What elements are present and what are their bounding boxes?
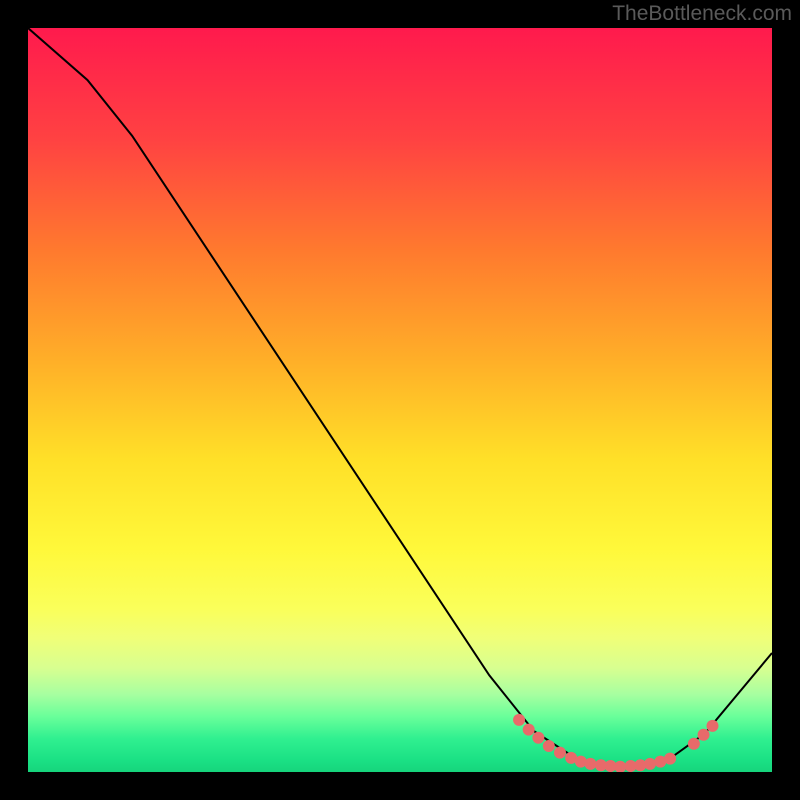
chart-marker [513, 714, 525, 726]
watermark-text: TheBottleneck.com [612, 2, 792, 26]
chart-marker [664, 753, 676, 765]
chart-marker [554, 747, 566, 759]
chart-marker [584, 758, 596, 770]
chart-plot-area [28, 28, 772, 772]
chart-marker [644, 758, 656, 770]
chart-gradient-bg [28, 28, 772, 772]
chart-marker [698, 729, 710, 741]
chart-marker [543, 740, 555, 752]
chart-marker [688, 738, 700, 750]
chart-svg [28, 28, 772, 772]
chart-marker [706, 720, 718, 732]
chart-marker [532, 732, 544, 744]
chart-marker [523, 724, 535, 736]
